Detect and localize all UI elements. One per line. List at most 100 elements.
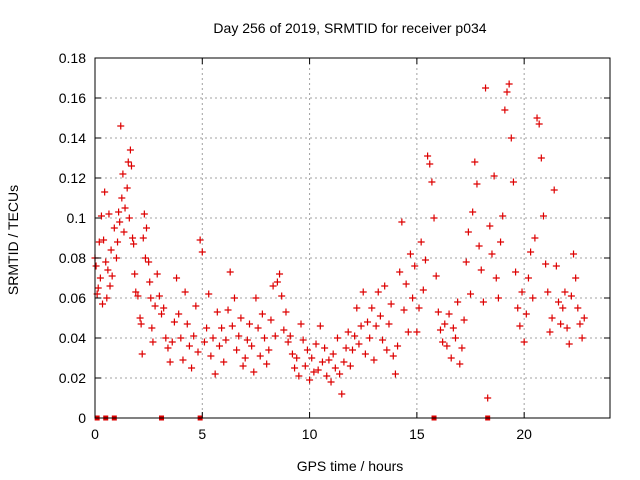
- data-point: [185, 342, 193, 350]
- data-point: [357, 322, 365, 330]
- data-point: [443, 342, 451, 350]
- data-point: [580, 314, 588, 322]
- data-point: [173, 274, 181, 282]
- data-point: [542, 260, 550, 268]
- data-point: [333, 334, 341, 342]
- data-point: [559, 304, 567, 312]
- data-point: [518, 288, 526, 296]
- data-point: [179, 356, 187, 364]
- data-point: [484, 394, 492, 402]
- data-point: [263, 360, 271, 368]
- data-point: [213, 308, 221, 316]
- data-point: [565, 340, 573, 348]
- data-point: [557, 320, 565, 328]
- data-point: [126, 146, 134, 154]
- data-point: [271, 332, 279, 340]
- data-point: [336, 370, 344, 378]
- data-point: [127, 162, 135, 170]
- data-point: [321, 344, 329, 352]
- data-point: [524, 274, 532, 282]
- data-point: [215, 342, 223, 350]
- data-point: [421, 256, 429, 264]
- data-point: [404, 328, 412, 336]
- data-point: [99, 300, 107, 308]
- data-point: [164, 344, 172, 352]
- data-point: [406, 250, 414, 258]
- data-point: [391, 370, 399, 378]
- data-point: [329, 350, 337, 358]
- data-point: [134, 292, 142, 300]
- data-point: [379, 336, 387, 344]
- data-point: [183, 320, 191, 328]
- data-point: [301, 362, 309, 370]
- data-point: [432, 272, 440, 280]
- data-point: [226, 268, 234, 276]
- data-point: [299, 336, 307, 344]
- data-point: [147, 294, 155, 302]
- data-point: [454, 298, 462, 306]
- data-point: [389, 352, 397, 360]
- data-point: [396, 268, 404, 276]
- data-point: [475, 242, 483, 250]
- x-tick-label: 0: [91, 426, 99, 442]
- data-point: [514, 304, 522, 312]
- data-point: [117, 122, 125, 130]
- data-point: [415, 304, 423, 312]
- data-point: [140, 210, 148, 218]
- data-point: [280, 326, 288, 334]
- data-point: [121, 204, 129, 212]
- data-point: [175, 310, 183, 318]
- data-point: [533, 114, 541, 122]
- data-point: [177, 334, 185, 342]
- data-point: [252, 294, 260, 302]
- data-point: [162, 334, 170, 342]
- data-point: [458, 344, 466, 352]
- data-point: [552, 262, 560, 270]
- data-point: [265, 346, 273, 354]
- data-point: [261, 334, 269, 342]
- x-tick-label: 5: [198, 426, 206, 442]
- data-point: [539, 212, 547, 220]
- data-point: [340, 358, 348, 366]
- data-point: [143, 224, 150, 232]
- data-point: [101, 188, 109, 196]
- data-point: [158, 310, 166, 318]
- data-point: [576, 320, 584, 328]
- data-point: [516, 322, 524, 330]
- data-point: [130, 240, 138, 248]
- data-point: [479, 298, 487, 306]
- y-tick-label: 0.12: [59, 170, 86, 186]
- data-point: [124, 158, 132, 166]
- data-point: [273, 278, 281, 286]
- data-point: [351, 332, 359, 340]
- data-point: [94, 284, 102, 292]
- data-point: [160, 304, 168, 312]
- data-point: [567, 292, 575, 300]
- data-point: [181, 288, 189, 296]
- data-point: [441, 320, 449, 328]
- data-point: [190, 332, 198, 340]
- data-point: [426, 160, 434, 168]
- data-point: [402, 280, 410, 288]
- data-point: [434, 308, 442, 316]
- data-point: [198, 248, 206, 256]
- data-point: [230, 294, 238, 302]
- data-point: [100, 236, 108, 244]
- data-point: [445, 310, 453, 318]
- data-point: [424, 152, 432, 160]
- data-point: [220, 358, 228, 366]
- data-point: [148, 324, 156, 332]
- x-tick-label: 15: [409, 426, 425, 442]
- data-point: [138, 350, 146, 358]
- data-point: [400, 306, 408, 314]
- data-point: [447, 354, 455, 362]
- data-point: [346, 362, 354, 370]
- data-point: [284, 338, 292, 346]
- data-point: [381, 282, 389, 290]
- data-point: [170, 318, 178, 326]
- data-point: [376, 312, 384, 320]
- data-point: [452, 334, 459, 342]
- data-point: [531, 234, 539, 242]
- data-point: [428, 178, 436, 186]
- data-point: [118, 194, 126, 202]
